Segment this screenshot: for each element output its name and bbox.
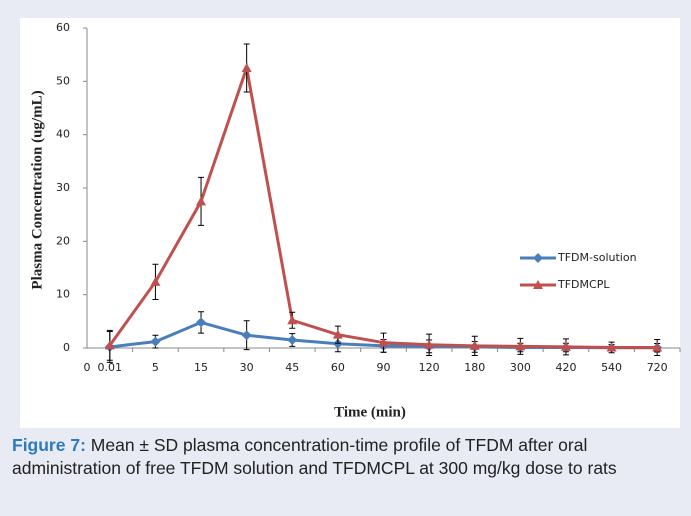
y-tick-label: 60 — [56, 21, 70, 34]
marker — [332, 329, 343, 339]
marker — [332, 338, 343, 349]
marker — [469, 340, 480, 350]
marker — [150, 276, 161, 286]
marker — [378, 337, 389, 347]
marker — [515, 341, 526, 351]
legend-marker — [533, 280, 543, 289]
marker — [150, 336, 161, 347]
x-tick-label: 420 — [555, 361, 576, 374]
x-tick-label: 720 — [647, 361, 668, 374]
marker — [424, 339, 435, 349]
legend-label: TFDMCPL — [557, 278, 610, 291]
y-tick-label: 40 — [56, 128, 70, 141]
marker — [241, 63, 252, 72]
x-tick-label: 540 — [601, 361, 622, 374]
marker — [606, 342, 617, 352]
x-tick-label: 0.01 — [98, 361, 123, 374]
y-axis-title: Plasma Concentration (ug/mL) — [29, 90, 45, 289]
marker — [287, 335, 298, 345]
x-tick-label: 30 — [240, 361, 254, 374]
y-tick-label: 10 — [56, 288, 70, 301]
chart-background — [20, 18, 680, 428]
caption-label: Figure 7: — [12, 435, 86, 455]
marker — [104, 340, 115, 350]
marker — [560, 341, 571, 351]
x-tick-label: 5 — [152, 361, 159, 374]
x-tick-label: 300 — [510, 361, 531, 374]
marker — [652, 342, 663, 352]
y-tick-label: 50 — [56, 74, 70, 87]
caption-text: Mean ± SD plasma concentration-time prof… — [12, 435, 617, 478]
legend-label: TFDM-solution — [557, 251, 637, 264]
y-tick-label: 0 — [63, 341, 70, 354]
x-tick-label: 15 — [194, 361, 208, 374]
x-tick-label: 120 — [419, 361, 440, 374]
marker — [241, 330, 252, 341]
x-origin-label: 0 — [84, 361, 91, 374]
y-tick-label: 30 — [56, 181, 70, 194]
marker — [287, 315, 298, 325]
legend-marker — [533, 253, 543, 263]
marker — [196, 317, 207, 328]
y-tick-label: 20 — [56, 234, 70, 247]
caption: Figure 7: Mean ± SD plasma concentration… — [12, 434, 684, 480]
x-tick-label: 90 — [377, 361, 391, 374]
x-axis-title: Time (min) — [334, 404, 406, 420]
marker — [196, 196, 207, 206]
x-tick-label: 180 — [464, 361, 485, 374]
x-tick-label: 60 — [331, 361, 345, 374]
x-tick-label: 45 — [285, 361, 299, 374]
chart: Plasma Concentration (ug/mL) Time (min) … — [20, 18, 681, 428]
